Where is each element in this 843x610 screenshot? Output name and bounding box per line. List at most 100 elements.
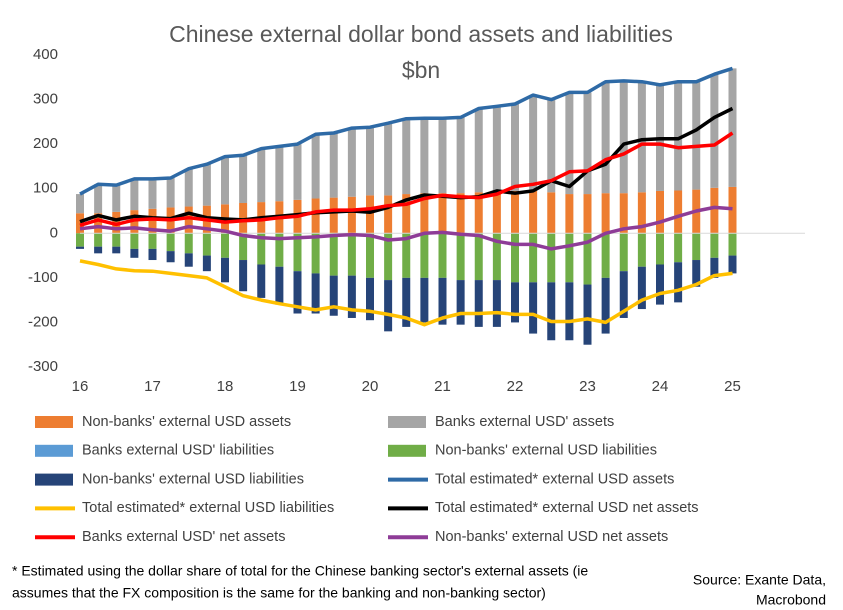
- bar: [275, 146, 284, 202]
- bar: [329, 133, 338, 198]
- line: [79, 66, 734, 196]
- bar: [565, 92, 574, 195]
- bar: [384, 123, 393, 196]
- x-tick-label: 22: [507, 378, 524, 395]
- bar: [94, 184, 103, 214]
- bar: [166, 178, 175, 208]
- x-tick-label: 20: [362, 378, 379, 395]
- bar: [529, 95, 538, 191]
- bar: [565, 194, 574, 234]
- bar: [583, 284, 592, 345]
- bar: [76, 194, 84, 214]
- bar: [76, 233, 84, 247]
- bar: [637, 233, 646, 267]
- legend-label: Non-banks' external USD net assets: [435, 529, 668, 545]
- legend-label: Non-banks' external USD liabilities: [435, 443, 657, 459]
- bar: [710, 257, 719, 278]
- chart-title: Chinese external dollar bond assets and …: [169, 21, 673, 47]
- bar: [511, 190, 519, 234]
- source: Source: Exante Data,: [693, 572, 826, 588]
- bar: [619, 80, 628, 194]
- bar: [438, 193, 447, 234]
- bar: [202, 233, 211, 256]
- bar: [94, 233, 103, 247]
- bar: [692, 260, 701, 287]
- bar: [420, 277, 429, 323]
- bar: [547, 192, 556, 234]
- bar: [619, 271, 628, 318]
- bar: [257, 233, 266, 265]
- bar: [456, 280, 465, 325]
- bar: [257, 264, 266, 298]
- bar: [130, 178, 139, 211]
- legend-label: Banks external USD' liabilities: [82, 443, 274, 459]
- bar: [366, 127, 374, 196]
- bar: [94, 246, 103, 254]
- bar: [710, 233, 719, 258]
- bar: [619, 233, 628, 272]
- x-tick-label: 24: [652, 378, 669, 395]
- bar: [112, 246, 121, 254]
- bar: [601, 81, 610, 194]
- bar: [601, 193, 610, 234]
- bar: [456, 193, 465, 234]
- bar: [347, 275, 356, 318]
- legend-swatch: [35, 473, 73, 486]
- bar: [257, 148, 266, 203]
- bar: [184, 253, 193, 267]
- bar: [275, 233, 284, 267]
- bar: [112, 233, 121, 247]
- bar: [420, 233, 429, 278]
- bar: [184, 233, 193, 254]
- bar: [710, 74, 719, 188]
- bar: [329, 197, 338, 234]
- bar: [347, 233, 356, 276]
- bar: [239, 260, 248, 292]
- footnote: assumes that the FX composition is the s…: [12, 585, 546, 601]
- bar: [474, 280, 483, 327]
- bar: [601, 277, 610, 334]
- bar: [583, 92, 592, 195]
- bar: [456, 233, 465, 281]
- bar: [94, 213, 103, 234]
- bar: [529, 233, 538, 283]
- bar: [438, 233, 447, 278]
- legend-swatch: [388, 444, 426, 457]
- legend-label: Total estimated* external USD assets: [435, 471, 674, 487]
- bar: [656, 190, 664, 234]
- bar: [148, 233, 157, 249]
- bar: [112, 185, 121, 212]
- bar: [148, 178, 157, 209]
- bar: [438, 277, 447, 325]
- bar: [384, 233, 393, 281]
- bar: [184, 206, 193, 234]
- bar: [366, 233, 374, 278]
- bar: [529, 282, 538, 334]
- bar: [637, 81, 646, 193]
- bar: [202, 255, 211, 272]
- chart-subtitle: $bn: [402, 57, 440, 83]
- bar: [674, 190, 683, 234]
- y-tick-label: 100: [33, 180, 58, 197]
- bar: [384, 280, 393, 332]
- bar: [728, 233, 737, 256]
- bar: [728, 68, 737, 187]
- y-tick-label: -100: [28, 269, 58, 286]
- y-tick-label: 400: [33, 46, 58, 63]
- bar: [366, 195, 374, 234]
- legend-label: Non-banks' external USD liabilities: [82, 471, 304, 487]
- bar: [511, 104, 519, 191]
- bar: [166, 233, 175, 252]
- bar: [402, 277, 411, 327]
- bar: [547, 99, 556, 193]
- bar: [384, 195, 393, 234]
- line: [79, 131, 734, 227]
- source: Macrobond: [756, 592, 826, 608]
- bar: [347, 128, 356, 197]
- bar: [674, 233, 683, 263]
- line: [79, 259, 733, 327]
- bar: [728, 186, 737, 234]
- bar: [221, 257, 229, 283]
- bar: [221, 156, 229, 205]
- x-tick-label: 17: [144, 378, 161, 395]
